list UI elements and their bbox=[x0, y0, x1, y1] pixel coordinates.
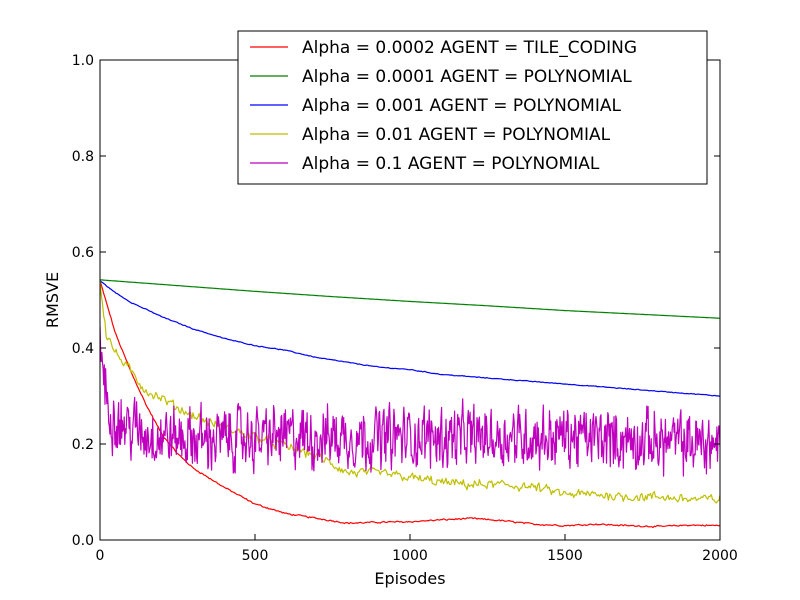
series-line-3 bbox=[100, 280, 720, 397]
y-tick-label: 1.0 bbox=[72, 53, 94, 69]
legend-box bbox=[237, 30, 708, 185]
x-tick-label: 2000 bbox=[702, 548, 738, 564]
x-tick-label: 500 bbox=[242, 548, 269, 564]
legend-label: Alpha = 0.01 AGENT = POLYNOMIAL bbox=[302, 125, 611, 145]
series-line-4 bbox=[100, 279, 720, 504]
y-tick-label: 0.0 bbox=[72, 533, 94, 549]
legend: Alpha = 0.0002 AGENT = TILE_CODING Alpha … bbox=[237, 30, 708, 185]
y-tick-label: 0.2 bbox=[72, 437, 94, 453]
y-axis-label: RMSVE bbox=[43, 272, 62, 328]
x-tick-label: 1000 bbox=[392, 548, 428, 564]
series-line-5 bbox=[100, 325, 720, 477]
y-tick-label: 0.4 bbox=[72, 341, 94, 357]
legend-label: Alpha = 0.1 AGENT = POLYNOMIAL bbox=[302, 154, 600, 174]
tick-layer: 0 500 1000 1500 2000 0.0 0.2 0.4 0.6 0.8 1.0 bbox=[72, 53, 738, 564]
x-axis-label: Episodes bbox=[374, 569, 445, 588]
series-line-1 bbox=[100, 280, 720, 529]
legend-label: Alpha = 0.001 AGENT = POLYNOMIAL bbox=[302, 96, 621, 116]
x-tick-label: 1500 bbox=[547, 548, 583, 564]
legend-label: Alpha = 0.0002 AGENT = TILE_CODING bbox=[302, 38, 637, 58]
x-tick-label: 0 bbox=[96, 548, 105, 564]
series-line-2 bbox=[100, 279, 720, 319]
y-tick-label: 0.6 bbox=[72, 245, 94, 261]
legend-label: Alpha = 0.0001 AGENT = POLYNOMIAL bbox=[302, 67, 632, 87]
series-layer bbox=[100, 279, 720, 529]
y-tick-label: 0.8 bbox=[72, 149, 94, 165]
